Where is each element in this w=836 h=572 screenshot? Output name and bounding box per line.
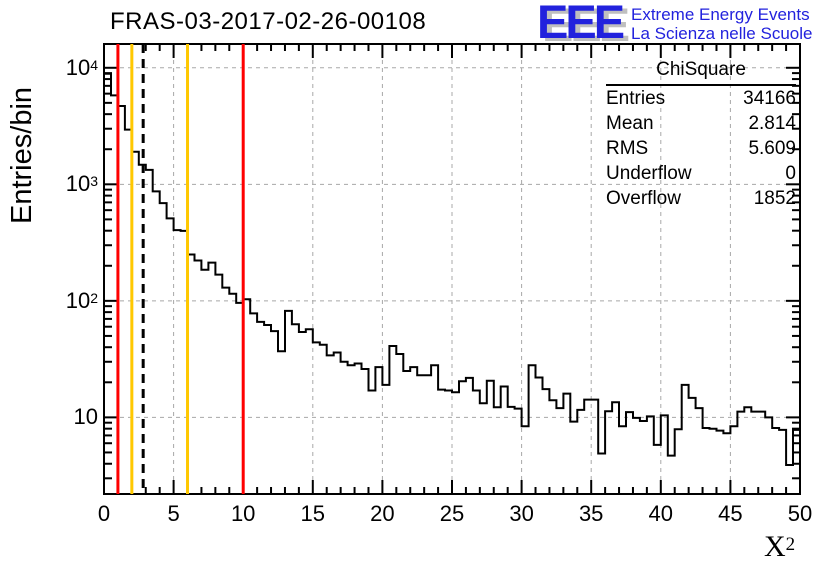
stat-value: 1852 xyxy=(753,188,796,209)
y-tick-label: 102 xyxy=(65,287,98,313)
x-tick-label: 20 xyxy=(370,501,395,526)
x-tick-label: 35 xyxy=(578,501,604,526)
stat-value: 34166 xyxy=(743,88,796,109)
histogram-line xyxy=(103,72,801,494)
eee-logo-text: Extreme Energy Events La Scienza nelle S… xyxy=(631,5,812,43)
x-tick-label: 50 xyxy=(787,501,813,526)
x-tick-label: 0 xyxy=(97,501,111,526)
stat-label: Underflow xyxy=(606,163,692,184)
stat-value: 2.814 xyxy=(748,113,796,134)
x-tick-label: 30 xyxy=(509,501,534,526)
stats-box-rows: Entries 34166 Mean 2.814 RMS 5.609 Underflow 0 O… xyxy=(606,86,796,211)
x-tick-label: 25 xyxy=(439,501,465,526)
x-tick-label: 45 xyxy=(718,501,743,526)
eee-logo-letters: EEE xyxy=(537,0,625,48)
y-tick-label: 10 xyxy=(73,404,98,430)
stat-label: Overflow xyxy=(606,188,681,209)
x-axis-title-exponent: 2 xyxy=(785,534,796,555)
y-tick-label: 104 xyxy=(65,54,98,80)
x-tick-label: 40 xyxy=(648,501,674,526)
x-tick-label: 10 xyxy=(230,501,256,526)
x-tick-label: 5 xyxy=(167,501,180,526)
stat-label: Mean xyxy=(606,113,654,134)
stat-row: RMS 5.609 xyxy=(606,136,796,161)
stat-label: Entries xyxy=(606,88,666,109)
y-axis-title: Entries/bin xyxy=(6,86,38,224)
eee-logo-line1: Extreme Energy Events xyxy=(631,5,810,24)
stat-row: Entries 34166 xyxy=(606,86,796,111)
stat-row: Mean 2.814 xyxy=(606,111,796,136)
stat-label: RMS xyxy=(606,138,649,159)
stat-value: 5.609 xyxy=(748,138,796,159)
stat-row: Underflow 0 xyxy=(606,161,796,186)
plot-title: FRAS-03-2017-02-26-00108 xyxy=(110,8,427,35)
x-tick-label: 15 xyxy=(300,501,326,526)
x-axis-title-base: X xyxy=(764,530,786,563)
eee-logo-line2: La Scienza nelle Scuole xyxy=(631,24,813,43)
stat-row: Overflow 1852 xyxy=(606,186,796,211)
y-tick-label: 103 xyxy=(65,171,98,197)
stats-box-title: ChiSquare xyxy=(606,59,796,86)
x-axis-title: X2 xyxy=(764,530,795,564)
stat-value: 0 xyxy=(785,163,796,184)
stats-box: ChiSquare Entries 34166 Mean 2.814 RMS 5.609 U… xyxy=(606,59,796,211)
